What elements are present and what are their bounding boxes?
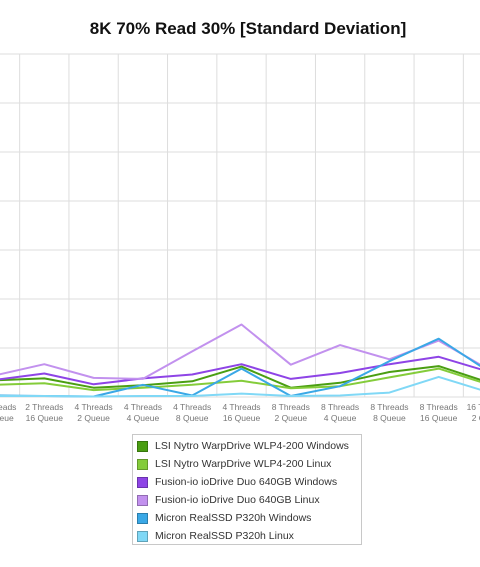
x-tick-label: 4 Threads 8 Queue (173, 402, 211, 423)
legend-label: Fusion-io ioDrive Duo 640GB Windows (155, 476, 338, 488)
legend-label: LSI Nytro WarpDrive WLP4-200 Windows (155, 440, 349, 452)
x-tick-label: 8 Threads 8 Queue (370, 402, 408, 423)
chart-title: 8K 70% Read 30% [Standard Deviation] (89, 19, 407, 38)
series-line-3 (0, 355, 480, 386)
legend-label: LSI Nytro WarpDrive WLP4-200 Linux (155, 458, 332, 470)
legend-item: LSI Nytro WarpDrive WLP4-200 Linux (137, 455, 361, 473)
x-tick-label: 2 Threads 16 Queue (25, 402, 63, 423)
legend-swatch (137, 530, 148, 542)
legend-item: Micron RealSSD P320h Linux (137, 527, 361, 545)
series-lines (0, 323, 480, 398)
x-tick-label: 8 Threads 4 Queue (321, 402, 359, 423)
x-tick-label: 4 Threads 16 Queue (222, 402, 260, 423)
legend-swatch (137, 476, 148, 488)
x-tick-label: 4 Threads 4 Queue (124, 402, 162, 423)
legend-swatch (137, 458, 148, 470)
legend-swatch (137, 512, 148, 524)
legend: LSI Nytro WarpDrive WLP4-200 Windows LSI … (132, 434, 362, 545)
x-tick-label: 8 Threads 2 Queue (272, 402, 310, 423)
legend-item: LSI Nytro WarpDrive WLP4-200 Windows (137, 437, 361, 455)
series-line-6 (0, 375, 480, 398)
legend-label: Micron RealSSD P320h Linux (155, 530, 294, 542)
series-line-2 (0, 367, 480, 392)
legend-label: Fusion-io ioDrive Duo 640GB Linux (155, 494, 320, 506)
legend-swatch (137, 440, 148, 452)
legend-item: Fusion-io ioDrive Duo 640GB Linux (137, 491, 361, 509)
legend-swatch (137, 494, 148, 506)
grid-lines (0, 53, 480, 398)
legend-label: Micron RealSSD P320h Windows (155, 512, 312, 524)
legend-item: Fusion-io ioDrive Duo 640GB Windows (137, 473, 361, 491)
legend-item: Micron RealSSD P320h Windows (137, 509, 361, 527)
x-tick-label: 8 Threads 16 Queue (420, 402, 458, 423)
x-tick-label: 4 Threads 2 Queue (75, 402, 113, 423)
series-line-1 (0, 365, 480, 389)
